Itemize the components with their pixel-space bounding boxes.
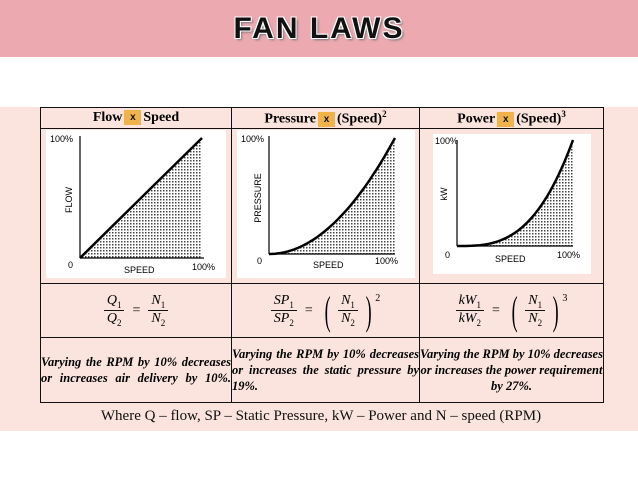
subscript: 1 — [350, 300, 355, 310]
footnote: Where Q – flow, SP – Static Pressure, kW… — [100, 408, 542, 424]
header-flow: Flow x Speed — [40, 107, 232, 129]
header-row: Flow x Speed Pressure x (Speed)2 Power x (Spee… — [40, 107, 604, 129]
page-title: FAN LAWS — [233, 12, 405, 45]
header-power: Power x (Speed)3 — [419, 107, 604, 129]
equals-sign: = — [491, 302, 500, 318]
header-pressure-left: Pressure — [264, 111, 316, 127]
shaded-region — [268, 137, 395, 254]
graph-cell-pressure: 100% PRESSURE 0 SPEED 100% — [231, 128, 420, 284]
lhs-numerator: kW — [458, 293, 477, 309]
equals-sign: = — [304, 302, 313, 318]
rhs-fraction: N1 N2 — [148, 293, 169, 328]
lhs-denominator: SP — [273, 311, 290, 326]
header-pressure: Pressure x (Speed)2 — [231, 107, 420, 129]
description-flow: Varying the RPM by 10% decreases or incr… — [40, 337, 232, 403]
origin-label: 0 — [445, 250, 450, 260]
description-power: Varying the RPM by 10% decreases or incr… — [419, 337, 604, 403]
left-paren: ( — [511, 287, 518, 333]
header-power-left: Power — [457, 111, 496, 127]
multiply-mark: x — [497, 111, 515, 127]
left-paren: ( — [324, 287, 331, 333]
y-max-label: 100% — [50, 134, 73, 144]
right-paren: ) — [365, 287, 372, 333]
title-banner — [0, 0, 638, 57]
lhs-denominator: Q — [106, 311, 117, 326]
formula-exponent: 3 — [562, 292, 568, 304]
rhs-denominator: N — [528, 311, 538, 326]
formula-flow: Q1 Q2 = N1 N2 — [40, 283, 232, 338]
rhs-numerator: N — [151, 293, 161, 309]
x-max-label: 100% — [192, 262, 215, 272]
y-axis-label: FLOW — [64, 186, 74, 213]
multiply-mark: x — [124, 110, 142, 126]
pressure-curve — [268, 136, 396, 255]
rhs-denominator: N — [151, 311, 161, 326]
flow-vs-speed-graph: 100% FLOW 0 SPEED 100% — [46, 129, 226, 278]
subscript: 1 — [476, 300, 481, 310]
right-paren: ) — [552, 287, 559, 333]
fan-laws-table: Flow x Speed Pressure x (Speed)2 Power x (Spee… — [40, 107, 604, 403]
x-max-label: 100% — [375, 256, 398, 266]
y-max-label: 100% — [435, 136, 458, 146]
subscript: 2 — [476, 317, 481, 328]
equals-sign: = — [132, 302, 141, 318]
subscript: 2 — [160, 317, 166, 328]
lhs-fraction: SP1 SP2 — [270, 293, 297, 328]
lhs-denominator: kW — [458, 311, 477, 326]
lhs-numerator: SP — [273, 293, 290, 309]
rhs-denominator: N — [341, 311, 351, 326]
graph-row: 100% FLOW 0 SPEED 100% 100% PRESSURE 0 S… — [40, 128, 604, 284]
graph-cell-flow: 100% FLOW 0 SPEED 100% — [40, 128, 232, 284]
formula-pressure: SP1 SP2 = ( N1 N2 ) 2 — [231, 283, 420, 338]
subscript: 1 — [537, 300, 543, 310]
description-row: Varying the RPM by 10% decreases or incr… — [40, 337, 604, 403]
subscript: 1 — [160, 300, 166, 310]
origin-label: 0 — [68, 260, 73, 270]
header-flow-right: Speed — [143, 110, 180, 125]
subscript: 2 — [350, 317, 355, 328]
header-flow-left: Flow — [92, 110, 123, 125]
multiply-mark: x — [317, 111, 335, 127]
subscript: 2 — [537, 317, 543, 328]
x-axis-label: SPEED — [313, 260, 344, 270]
origin-label: 0 — [257, 256, 262, 266]
graph-cell-power: 100% kW 0 SPEED 100% — [419, 128, 604, 284]
rhs-numerator: N — [528, 293, 538, 309]
flow-curve — [79, 136, 203, 259]
subscript: 1 — [289, 300, 294, 310]
header-power-right: (Speed) — [516, 111, 562, 127]
x-axis-label: SPEED — [495, 254, 526, 264]
description-pressure: Varying the RPM by 10% decreases or incr… — [231, 337, 420, 403]
lhs-numerator: Q — [106, 293, 117, 309]
formula-row: Q1 Q2 = N1 N2 SP1 SP2 = ( N1 N2 ) 2 k — [40, 283, 604, 338]
x-axis-label: SPEED — [124, 265, 155, 275]
lhs-fraction: Q1 Q2 — [103, 293, 125, 328]
subscript: 2 — [116, 317, 122, 328]
formula-power: kW1 kW2 = ( N1 N2 ) 3 — [419, 283, 604, 338]
header-power-exponent: 3 — [561, 108, 566, 119]
shaded-region — [456, 139, 573, 246]
header-pressure-right: (Speed) — [336, 111, 383, 127]
header-pressure-exponent: 2 — [382, 108, 387, 119]
rhs-fraction: N1 N2 — [338, 293, 358, 328]
subscript: 1 — [116, 300, 122, 310]
subscript: 2 — [289, 317, 294, 328]
y-max-label: 100% — [241, 134, 264, 144]
power-vs-speed-graph: 100% kW 0 SPEED 100% — [432, 133, 591, 274]
formula-exponent: 2 — [375, 292, 381, 304]
y-axis-label: kW — [439, 187, 449, 201]
rhs-fraction: N1 N2 — [525, 293, 546, 328]
pressure-vs-speed-graph: 100% PRESSURE 0 SPEED 100% — [236, 129, 415, 278]
rhs-numerator: N — [341, 293, 351, 309]
x-max-label: 100% — [557, 250, 580, 260]
lhs-fraction: kW1 kW2 — [455, 293, 484, 328]
y-axis-label: PRESSURE — [253, 173, 263, 223]
